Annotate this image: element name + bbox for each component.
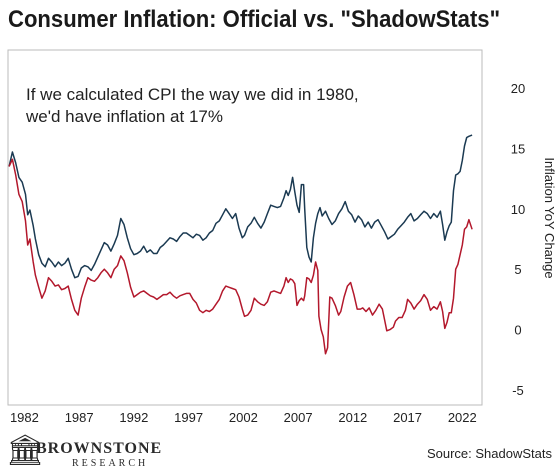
y-tick-label: 5	[514, 262, 521, 277]
x-tick-label: 2002	[229, 410, 258, 425]
x-tick-label: 1987	[65, 410, 94, 425]
logo-name: BROWNSTONE	[36, 440, 163, 457]
x-tick-label: 1992	[119, 410, 148, 425]
series-layer	[8, 134, 473, 355]
x-tick-label: 2012	[338, 410, 367, 425]
annotation-line-1: If we calculated CPI the way we did in 1…	[26, 85, 359, 104]
y-tick-label: 15	[511, 141, 525, 156]
plot-frame	[7, 49, 483, 406]
y-tick-label: -5	[512, 383, 524, 398]
y-tick-label: 20	[511, 81, 525, 96]
source-note: Source: ShadowStats	[426, 446, 552, 461]
y-axis-ticks: 20 15 10 5 0 -5	[511, 81, 525, 398]
series-line-official	[8, 158, 473, 355]
x-tick-label: 2007	[284, 410, 313, 425]
column-icon: 🏛	[6, 434, 45, 467]
chart-title: Consumer Inflation: Official vs. "Shadow…	[8, 6, 501, 33]
x-tick-label: 1982	[10, 410, 39, 425]
x-axis-ticks: 1982 1987 1992 1997 2002 2007 2012 2017 2022	[10, 410, 477, 425]
x-tick-label: 2022	[448, 410, 477, 425]
annotation-line-2: we'd have inflation at 17%	[25, 107, 223, 126]
y-axis-title: Inflation YoY Change	[542, 157, 557, 278]
y-tick-label: 10	[511, 202, 525, 217]
y-tick-label: 0	[514, 323, 521, 338]
x-tick-label: 2017	[393, 410, 422, 425]
logo-subtitle: RESEARCH	[72, 458, 149, 469]
brownstone-logo: 🏛 BROWNSTONE RESEARCH	[6, 436, 176, 472]
series-line-shadowstats	[8, 134, 473, 279]
x-tick-label: 1997	[174, 410, 203, 425]
